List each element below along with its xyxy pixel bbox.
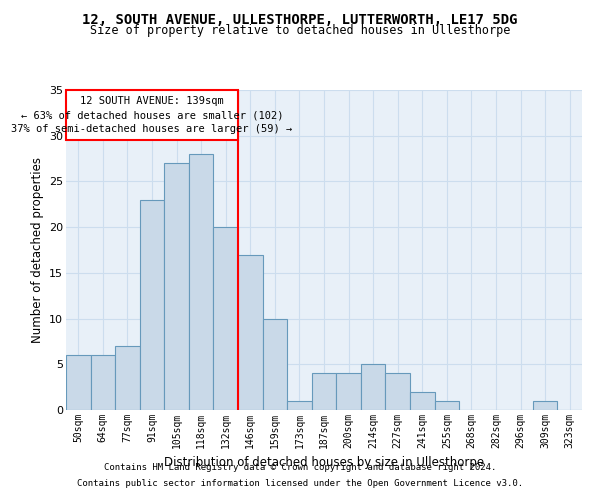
Text: Contains public sector information licensed under the Open Government Licence v3: Contains public sector information licen… (77, 478, 523, 488)
Text: Size of property relative to detached houses in Ullesthorpe: Size of property relative to detached ho… (90, 24, 510, 37)
Bar (66, 355, 91, 410)
Bar (238, 254, 263, 410)
Bar (434, 401, 459, 410)
Text: 12 SOUTH AVENUE: 139sqm: 12 SOUTH AVENUE: 139sqm (80, 96, 224, 106)
FancyBboxPatch shape (66, 90, 238, 140)
X-axis label: Distribution of detached houses by size in Ullesthorpe: Distribution of detached houses by size … (164, 456, 484, 469)
Bar (410, 392, 434, 410)
Y-axis label: Number of detached properties: Number of detached properties (31, 157, 44, 343)
Bar (164, 163, 189, 410)
Text: 37% of semi-detached houses are larger (59) →: 37% of semi-detached houses are larger (… (11, 124, 293, 134)
Bar (115, 346, 140, 410)
Bar (287, 401, 312, 410)
Bar (214, 227, 238, 410)
Text: ← 63% of detached houses are smaller (102): ← 63% of detached houses are smaller (10… (21, 110, 283, 120)
Bar (533, 401, 557, 410)
Bar (336, 374, 361, 410)
Bar (385, 374, 410, 410)
Bar (361, 364, 385, 410)
Text: 12, SOUTH AVENUE, ULLESTHORPE, LUTTERWORTH, LE17 5DG: 12, SOUTH AVENUE, ULLESTHORPE, LUTTERWOR… (82, 12, 518, 26)
Bar (312, 374, 336, 410)
Bar (263, 318, 287, 410)
Bar (140, 200, 164, 410)
Bar (91, 355, 115, 410)
Bar (189, 154, 214, 410)
Text: Contains HM Land Registry data © Crown copyright and database right 2024.: Contains HM Land Registry data © Crown c… (104, 464, 496, 472)
